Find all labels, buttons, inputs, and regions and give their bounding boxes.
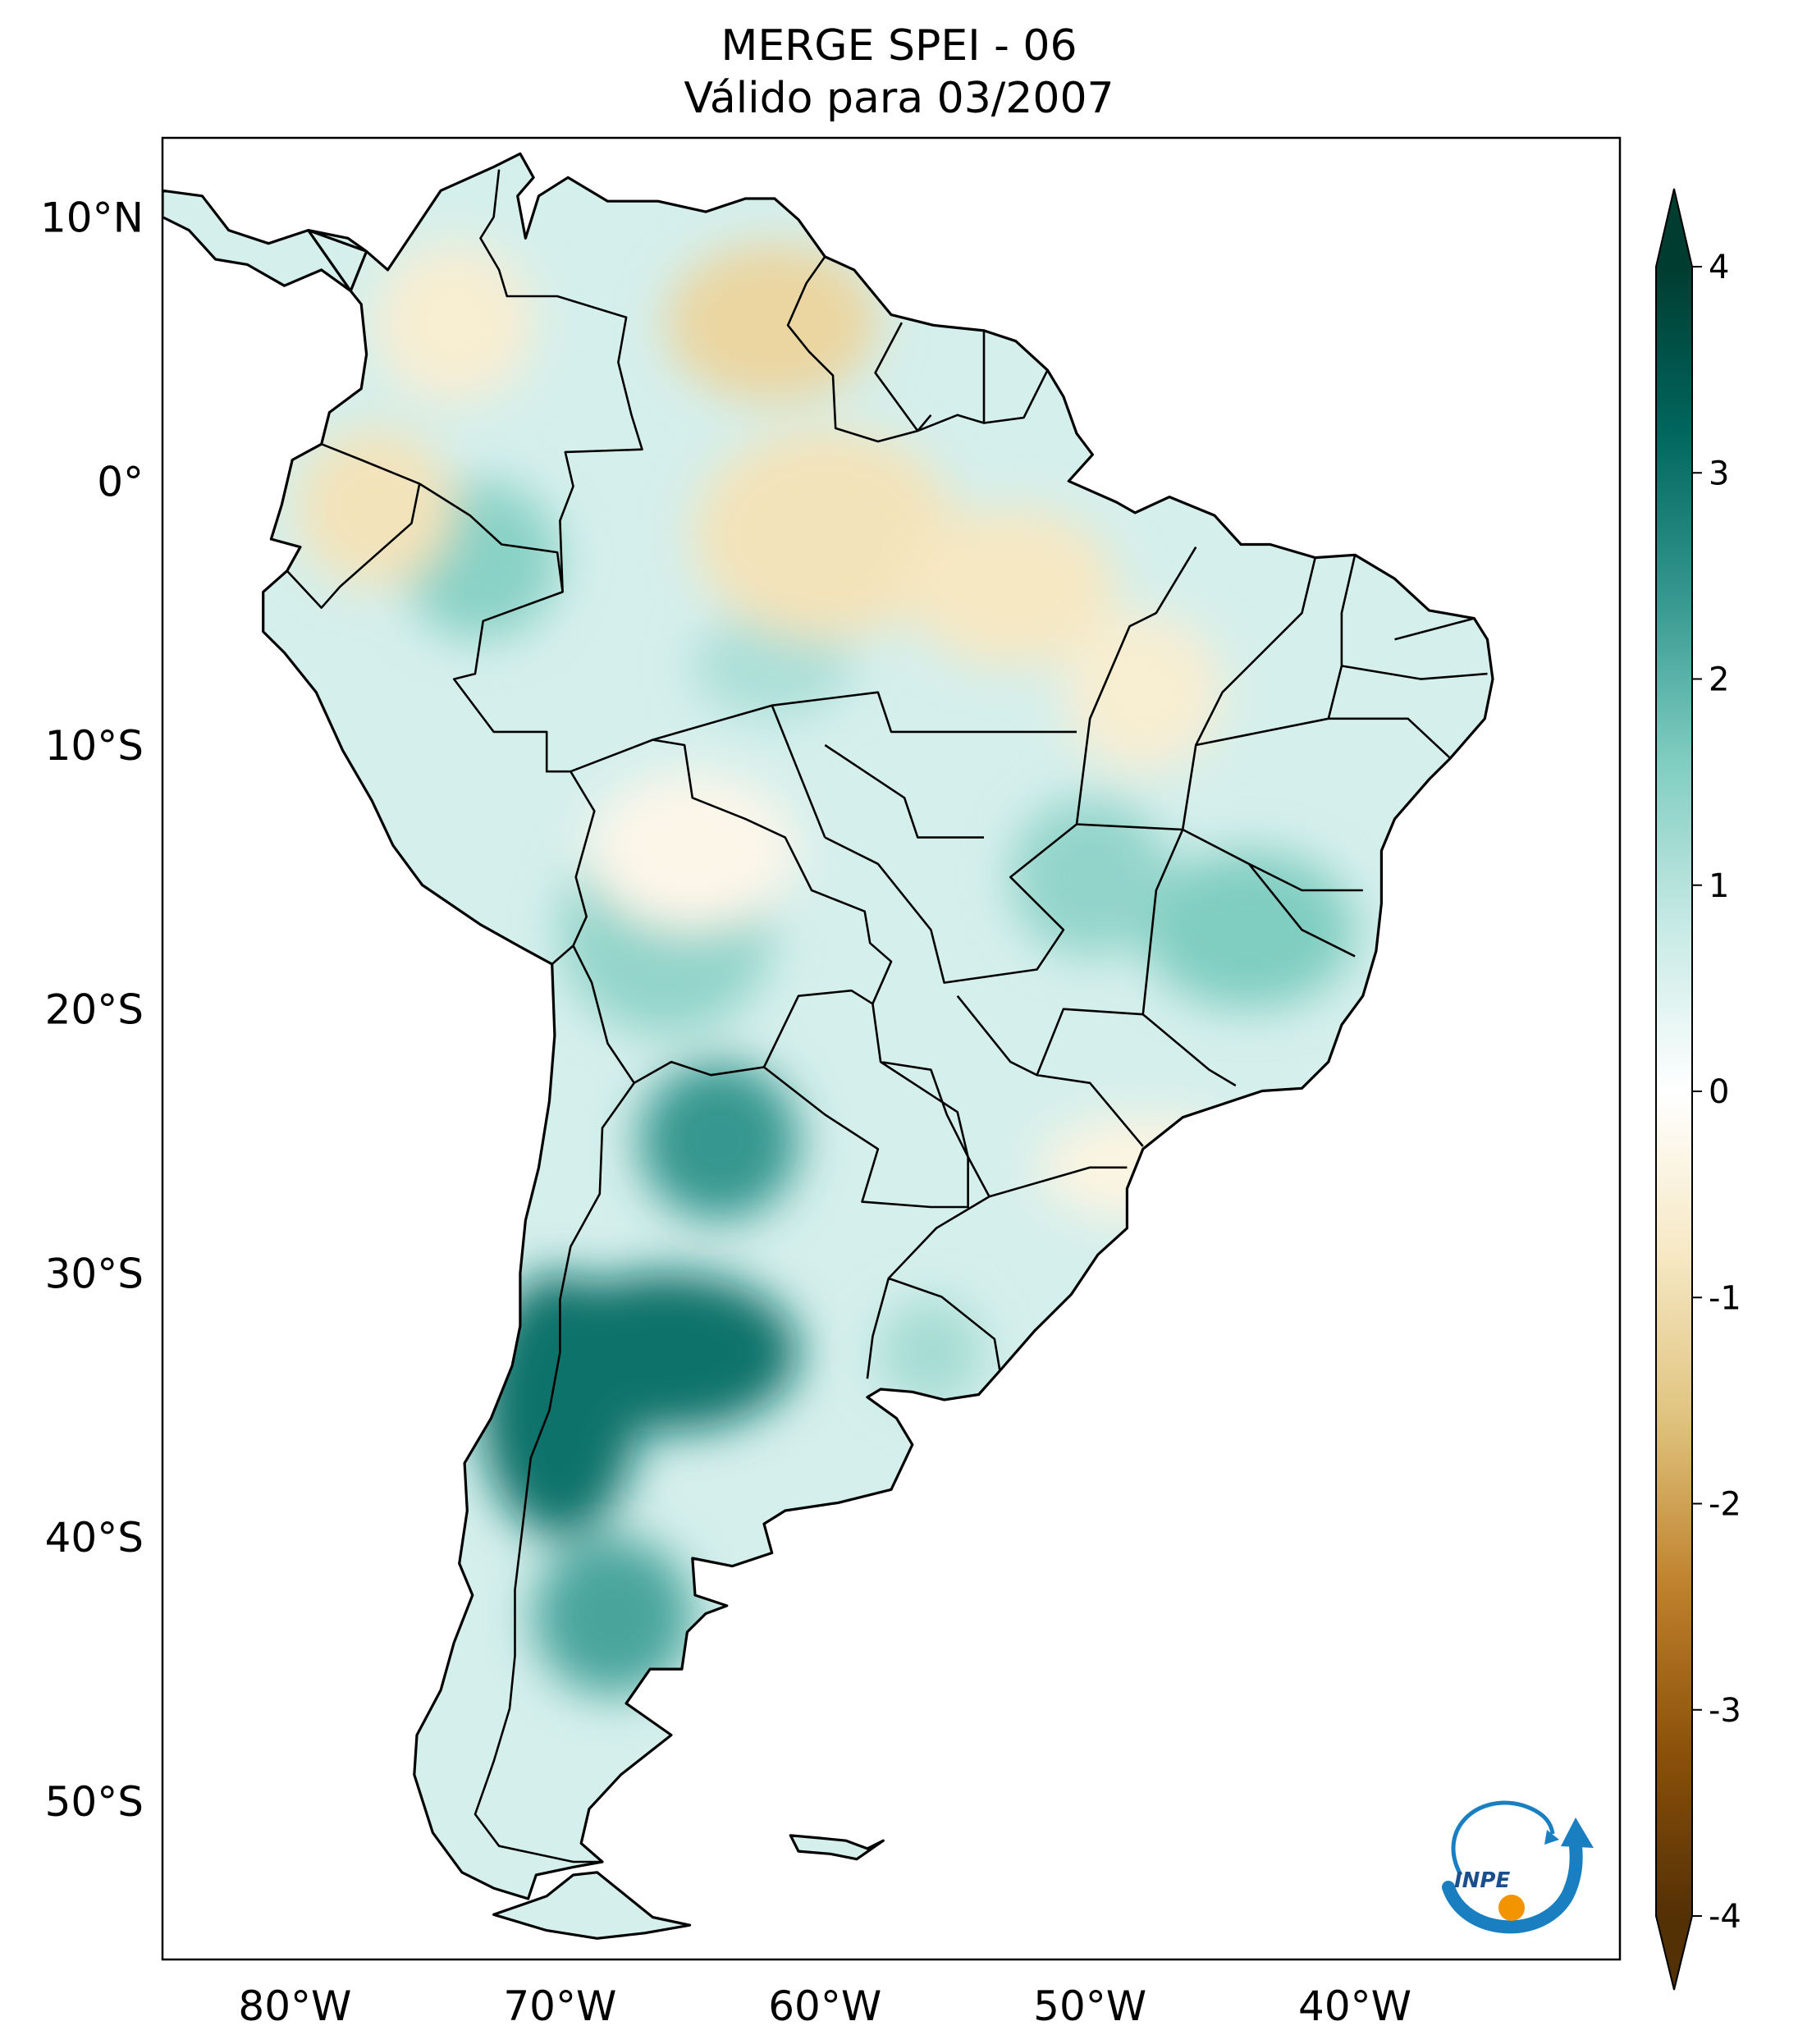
spei-anomaly-9 <box>666 243 878 402</box>
longitude-label: 40°W <box>1298 1982 1411 2030</box>
spei-anomaly-4 <box>1142 850 1356 1009</box>
spei-anomaly-13 <box>374 243 534 402</box>
colorbar-tick-label: 1 <box>1709 867 1729 905</box>
coastlines <box>162 152 1494 1940</box>
spei-anomaly-12 <box>904 507 1117 666</box>
spei-anomaly-10 <box>692 428 958 640</box>
colorbar-tick-label: 0 <box>1709 1073 1729 1111</box>
latitude-label: 0° <box>97 458 144 505</box>
latitude-label: 10°S <box>45 722 144 770</box>
latitude-label: 20°S <box>45 986 144 1034</box>
colorbar: 4 3 2 1 0 -1 -2 -3 -4 <box>1655 188 1741 1991</box>
latitude-label: 10°N <box>40 194 144 242</box>
colorbar-extend-max <box>1656 189 1692 267</box>
map-frame <box>161 136 1622 1961</box>
spei-anomaly-11 <box>295 428 455 587</box>
longitude-label: 70°W <box>503 1982 616 2030</box>
spei-anomaly-8 <box>692 613 852 719</box>
latitude-label: 40°S <box>45 1514 144 1562</box>
colorbar-tick-label: -1 <box>1709 1279 1741 1317</box>
colorbar-tick-label: -4 <box>1709 1898 1741 1936</box>
colorbar-tick-label: -2 <box>1709 1486 1741 1524</box>
inpe-logo-text: INPE <box>1454 1868 1510 1893</box>
colorbar-extend-min <box>1656 1916 1692 1990</box>
longitude-label: 50°W <box>1033 1982 1146 2030</box>
spei-anomaly-14 <box>1063 613 1223 772</box>
spei-anomaly-15 <box>586 771 798 931</box>
inpe-logo: INPE <box>1442 1800 1594 1934</box>
longitude-ticks: 80°W 70°W 60°W 50°W 40°W <box>238 1982 1411 2030</box>
colorbar-tick-label: -3 <box>1709 1692 1741 1730</box>
map-title: MERGE SPEI - 06 <box>721 21 1077 71</box>
spei-anomaly-3 <box>533 1537 693 1696</box>
spei-anomaly-17 <box>877 1299 985 1406</box>
spei-anomaly-5 <box>1010 798 1170 957</box>
latitude-label: 30°S <box>45 1250 144 1297</box>
longitude-label: 80°W <box>238 1982 351 2030</box>
spei-anomaly-1 <box>480 1273 640 1538</box>
spei-anomaly-2 <box>639 1062 798 1221</box>
map-subtitle: Válido para 03/2007 <box>684 74 1114 123</box>
latitude-label: 50°S <box>45 1778 144 1826</box>
colorbar-tick-label: 4 <box>1709 249 1729 286</box>
colorbar-tick-label: 3 <box>1709 455 1729 492</box>
latitude-ticks: 10°N 0° 10°S 20°S 30°S 40°S 50°S <box>40 194 144 1826</box>
longitude-label: 60°W <box>768 1982 881 2030</box>
colorbar-tick-label: 2 <box>1709 661 1729 699</box>
